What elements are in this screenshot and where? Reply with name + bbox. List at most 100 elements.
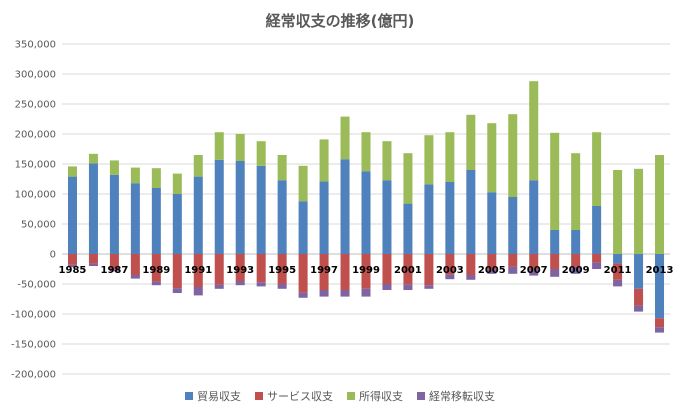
bar-segment <box>88 254 98 264</box>
bar-segment <box>487 269 497 274</box>
bar-segment <box>403 203 413 254</box>
y-tick-label: 300,000 <box>15 70 56 81</box>
bar-segment <box>445 254 455 275</box>
bar-segment <box>109 254 119 269</box>
bar-segment <box>634 254 644 289</box>
legend-label: 経常移転収支 <box>429 390 495 403</box>
x-tick-label: 2013 <box>646 265 674 276</box>
bar-segment <box>445 274 455 280</box>
bar-segment <box>382 141 392 181</box>
bar-segment <box>319 181 329 254</box>
bar-segment <box>193 254 203 287</box>
bar-segment <box>88 163 98 254</box>
x-tick-label: 1997 <box>310 265 338 276</box>
bar-segment <box>655 318 665 328</box>
bar-segment <box>172 288 182 293</box>
bar-segment <box>508 266 518 274</box>
bar-segment <box>445 182 455 254</box>
bar-segment <box>592 254 602 263</box>
bar-segment <box>361 171 371 254</box>
bar-segment <box>256 254 266 283</box>
chart-title: 経常収支の推移(億円) <box>266 12 415 30</box>
bar-segment <box>445 132 455 182</box>
bar-segment <box>655 254 665 319</box>
bar-segment <box>130 183 140 254</box>
bar-segment <box>151 168 161 188</box>
bar-segment <box>277 180 287 254</box>
bar-segment <box>613 263 623 280</box>
bar-segment <box>67 166 77 177</box>
bar-segment <box>67 254 77 265</box>
y-tick-label: -100,000 <box>11 310 56 321</box>
legend-label: 所得収支 <box>359 390 403 403</box>
bar-segment <box>613 254 623 264</box>
bar-segment <box>235 134 245 161</box>
bar-segment <box>550 254 560 269</box>
bar-segment <box>151 188 161 254</box>
bar-segment <box>508 254 518 267</box>
bar-segment <box>151 281 161 286</box>
bar-segment <box>109 174 119 254</box>
bar-segment <box>571 153 581 230</box>
legend-swatch <box>185 392 193 400</box>
bar-segment <box>466 254 476 275</box>
bar-segment <box>466 170 476 254</box>
bar-segment <box>193 176 203 254</box>
y-tick-label: 100,000 <box>15 190 56 201</box>
bar-segment <box>298 165 308 202</box>
bar-segment <box>382 254 392 284</box>
y-tick-label: -50,000 <box>17 280 56 291</box>
bar-segment <box>424 184 434 254</box>
bar-segment <box>592 206 602 254</box>
bar-segment <box>571 266 581 274</box>
y-tick-label: 0 <box>50 250 56 261</box>
bar-segment <box>655 155 665 254</box>
y-tick-label: 50,000 <box>21 220 56 231</box>
bar-segment <box>214 132 224 160</box>
bar-segment <box>550 269 560 277</box>
x-tick-label: 1999 <box>352 265 380 276</box>
bar-segment <box>613 170 623 254</box>
bar-segment <box>67 176 77 254</box>
bar-segment <box>109 160 119 175</box>
bar-segment <box>466 275 476 280</box>
y-tick-label: 150,000 <box>15 160 56 171</box>
x-tick-label: 1993 <box>226 265 254 276</box>
bar-segment <box>340 116 350 160</box>
bar-segment <box>298 201 308 254</box>
bar-segment <box>592 132 602 206</box>
x-tick-label: 1995 <box>268 265 296 276</box>
bar-segment <box>487 254 497 270</box>
bar-segment <box>172 194 182 254</box>
bar-segment <box>130 254 140 275</box>
bar-segment <box>67 264 77 268</box>
bar-segment <box>529 254 539 269</box>
bar-segment <box>508 114 518 197</box>
bar-segment <box>109 269 119 272</box>
bar-segment <box>634 168 644 254</box>
bar-segment <box>130 167 140 184</box>
bar-segment <box>193 287 203 296</box>
bar-segment <box>151 254 161 282</box>
bar-segment <box>403 284 413 290</box>
bar-segment <box>592 262 602 269</box>
bar-segment <box>214 159 224 254</box>
bar-segment <box>235 281 245 286</box>
bar-segment <box>298 254 308 293</box>
y-tick-label: -200,000 <box>11 370 56 381</box>
bar-segment <box>172 173 182 194</box>
bar-segment <box>340 159 350 254</box>
bar-segment <box>235 254 245 281</box>
y-tick-label: -150,000 <box>11 340 56 351</box>
bar-segment <box>361 288 371 297</box>
bar-segment <box>214 254 224 285</box>
bar-segment <box>256 282 266 287</box>
bar-segment <box>130 275 140 279</box>
x-tick-label: 1985 <box>59 265 87 276</box>
bar-segment <box>571 230 581 254</box>
bar-segment <box>277 284 287 289</box>
bar-segment <box>613 279 623 287</box>
bar-segment <box>340 290 350 297</box>
bar-segment <box>550 132 560 230</box>
